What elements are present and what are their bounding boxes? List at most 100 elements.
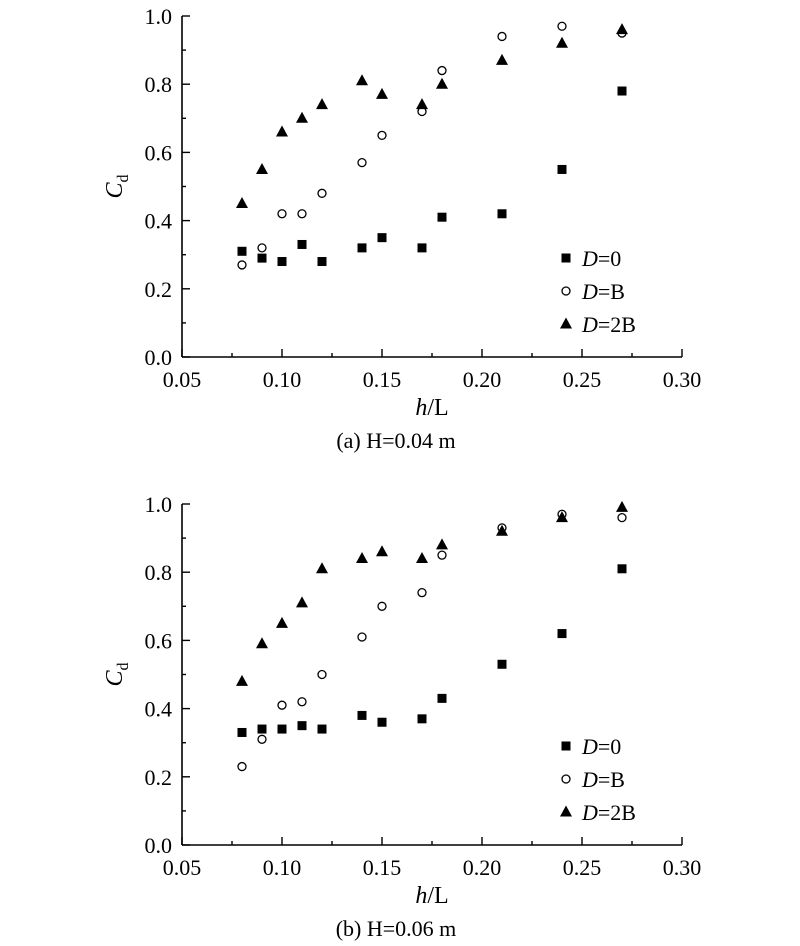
data-point-triangle (436, 77, 448, 89)
data-point-triangle (416, 552, 428, 564)
x-axis-title: h/L (415, 395, 448, 421)
y-tick-label: 0.8 (145, 72, 173, 97)
y-tick-label: 0.4 (145, 209, 173, 234)
data-point-square (437, 212, 447, 222)
legend-marker-circle (561, 286, 571, 296)
data-point-circle (277, 700, 287, 710)
data-point-triangle (376, 87, 388, 99)
x-tick-label: 0.20 (463, 855, 502, 880)
panel-caption: (b) H=0.06 m (336, 916, 457, 941)
x-tick-label: 0.05 (163, 367, 202, 392)
data-point-triangle (276, 616, 288, 628)
y-tick-label: 0.0 (145, 345, 173, 370)
legend-label: D=B (581, 279, 625, 304)
data-point-triangle (496, 53, 508, 65)
y-tick-label: 0.8 (145, 560, 173, 585)
x-tick-label: 0.25 (563, 855, 602, 880)
data-point-square (257, 253, 267, 263)
legend-marker-triangle (560, 317, 572, 329)
data-point-square (357, 710, 367, 720)
x-tick-label: 0.25 (563, 367, 602, 392)
y-axis-title: Cd (102, 662, 132, 686)
data-point-triangle (356, 74, 368, 86)
data-point-square (557, 629, 567, 639)
data-point-circle (557, 21, 567, 31)
data-point-square (557, 164, 567, 174)
y-tick-label: 1.0 (145, 492, 173, 517)
data-point-square (617, 564, 627, 574)
x-tick-label: 0.20 (463, 367, 502, 392)
data-point-square (357, 243, 367, 253)
data-point-triangle (296, 111, 308, 123)
data-point-triangle (616, 23, 628, 35)
data-point-circle (617, 512, 627, 523)
series-circle (237, 509, 627, 772)
x-tick-label: 0.10 (263, 367, 302, 392)
y-axis-title: Cd (102, 174, 132, 198)
y-tick-label: 0.6 (145, 628, 173, 653)
legend-label: D=0 (581, 734, 621, 759)
data-point-triangle (236, 674, 248, 686)
chart-panel-a: 0.05 0.10 0.15 0.20 0.25 0.30 0.0 0.2 0.4 0.6 0.8 1… (102, 4, 701, 453)
x-tick-label: 0.15 (363, 367, 402, 392)
data-point-square (417, 714, 427, 724)
legend-marker-square (561, 253, 571, 263)
legend-marker-triangle (560, 805, 572, 817)
chart-panel-b: 0.05 0.10 0.15 0.20 0.25 0.30 0.0 0.2 0.4 0.6 0.8 1… (102, 492, 701, 941)
legend-marker-circle (561, 774, 571, 784)
data-point-circle (377, 601, 387, 611)
data-point-square (257, 724, 267, 734)
legend: D=0 D=B D=2B (560, 734, 636, 825)
data-point-circle (297, 209, 307, 219)
data-point-triangle (316, 98, 328, 110)
legend: D=0 D=B D=2B (560, 246, 636, 337)
data-point-circle (257, 243, 267, 253)
data-point-circle (277, 209, 287, 219)
data-point-square (297, 239, 307, 249)
legend-label: D=2B (581, 800, 636, 825)
panel-caption: (a) H=0.04 m (336, 428, 455, 453)
x-tick-label: 0.10 (263, 855, 302, 880)
data-point-triangle (236, 197, 248, 209)
data-point-square (437, 693, 447, 703)
data-point-triangle (556, 511, 568, 523)
y-tick-label: 0.2 (145, 765, 173, 790)
data-point-square (237, 727, 247, 737)
data-point-circle (317, 669, 327, 680)
data-point-square (317, 257, 327, 267)
data-point-circle (497, 31, 507, 42)
legend-marker-square (561, 741, 571, 751)
data-point-square (377, 717, 387, 727)
series-circle (237, 21, 627, 270)
x-tick-label: 0.30 (663, 367, 702, 392)
data-point-square (617, 86, 627, 96)
x-tick-label: 0.30 (663, 855, 702, 880)
legend-label: D=2B (581, 312, 636, 337)
data-point-circle (437, 65, 447, 76)
data-point-triangle (416, 98, 428, 110)
data-point-triangle (256, 162, 268, 174)
y-tick-label: 0.0 (145, 833, 173, 858)
data-point-square (237, 246, 247, 256)
series-square (237, 564, 627, 737)
series-triangle (236, 500, 628, 686)
data-point-square (277, 257, 287, 267)
data-point-square (317, 724, 327, 734)
legend-label: D=B (581, 767, 625, 792)
y-tick-label: 0.2 (145, 277, 173, 302)
y-tick-label: 1.0 (145, 4, 173, 29)
x-axis-title: h/L (415, 883, 448, 909)
data-point-circle (317, 188, 327, 198)
data-point-triangle (256, 637, 268, 649)
data-point-square (497, 659, 507, 669)
data-point-square (297, 721, 307, 731)
data-point-circle (357, 157, 367, 168)
data-point-triangle (276, 125, 288, 137)
data-point-circle (237, 761, 247, 772)
data-point-triangle (616, 500, 628, 512)
data-point-triangle (556, 36, 568, 48)
data-point-circle (297, 697, 307, 707)
data-point-square (277, 724, 287, 734)
data-point-triangle (316, 562, 328, 574)
